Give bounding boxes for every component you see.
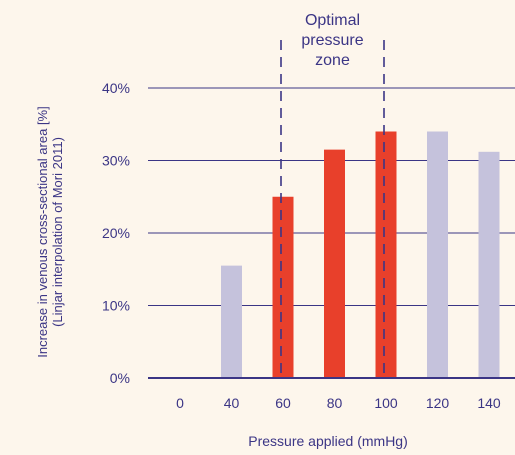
y-axis-title: Increase in venous cross-sectional area … <box>35 106 65 357</box>
zone-label-line: pressure <box>301 32 363 49</box>
y-tick-label: 40% <box>102 80 130 96</box>
y-tick-label: 0% <box>110 370 130 386</box>
bar-80 <box>324 149 345 378</box>
x-tick-label: 100 <box>374 395 398 411</box>
x-tick-labels: 0 40 60 80 100 120 140 <box>176 395 501 411</box>
bar-120 <box>427 131 448 378</box>
zone-label-line: Optimal <box>305 12 360 29</box>
x-tick-label: 0 <box>176 395 184 411</box>
y-axis-title-line-2: (Linjar interpolation of Mori 2011) <box>50 137 65 327</box>
x-tick-label: 60 <box>275 395 291 411</box>
y-axis-title-line-1: Increase in venous cross-sectional area … <box>35 106 50 357</box>
y-tick-labels: 0% 10% 20% 30% 40% <box>102 80 130 386</box>
bar-60 <box>272 196 294 378</box>
y-tick-label: 30% <box>102 153 130 169</box>
bar-140 <box>478 151 500 378</box>
x-tick-label: 120 <box>426 395 450 411</box>
x-tick-label: 140 <box>477 395 501 411</box>
y-tick-label: 10% <box>102 298 130 314</box>
y-tick-label: 20% <box>102 225 130 241</box>
x-tick-label: 80 <box>327 395 343 411</box>
bar-100 <box>375 131 397 378</box>
bar-40 <box>221 265 242 378</box>
zone-label-line: zone <box>315 52 350 69</box>
bar-series <box>148 131 515 379</box>
x-axis-title: Pressure applied (mmHg) <box>248 433 408 449</box>
x-tick-label: 40 <box>224 395 240 411</box>
optimal-zone-annotation: Optimal pressure zone <box>280 12 385 376</box>
